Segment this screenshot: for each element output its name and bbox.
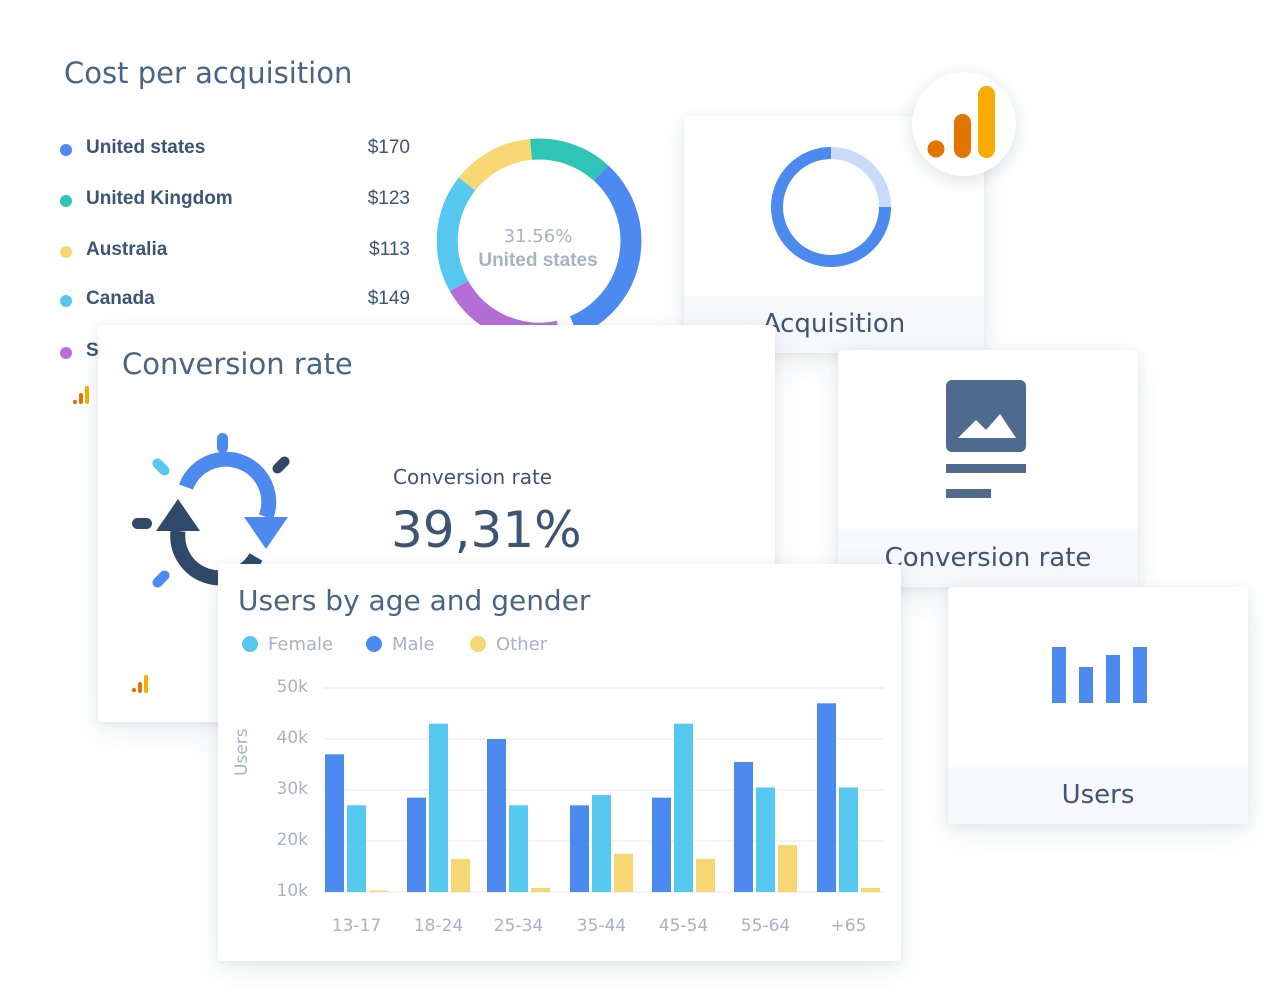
legend-dot [60, 144, 72, 156]
bar-female-18-24[interactable] [429, 723, 448, 892]
bar-female-35-44[interactable] [592, 795, 611, 892]
bar-female-45-54[interactable] [674, 723, 693, 892]
y-tick-label: 10k [276, 881, 308, 901]
bar-other-+65[interactable] [861, 887, 880, 892]
cpa-country: Canada [86, 288, 155, 309]
x-tick-label: 25-34 [493, 916, 544, 936]
analytics-logo-icon [927, 86, 995, 158]
bar-female-25-34[interactable] [509, 805, 528, 892]
bar-male-18-24[interactable] [407, 797, 426, 892]
legend-item-other[interactable]: Other [470, 634, 547, 655]
bar-male-35-44[interactable] [570, 805, 589, 892]
cpa-row[interactable]: S [60, 340, 410, 364]
bar-other-13-17[interactable] [369, 890, 388, 892]
analytics-logo-icon [131, 675, 148, 693]
x-tick-label: 55-64 [740, 916, 791, 936]
legend-dot [60, 246, 72, 258]
legend-label: Male [392, 634, 435, 655]
cpa-donut-chart[interactable] [434, 136, 644, 346]
conversion-metric-value: 39,31% [391, 501, 582, 559]
legend-dot [366, 636, 382, 652]
cpa-value: $170 [367, 137, 410, 158]
cpa-country: Australia [86, 239, 168, 260]
bar-chart-icon [1052, 647, 1147, 703]
x-tick-label: 45-54 [658, 916, 709, 936]
bar-female-13-17[interactable] [347, 805, 366, 892]
donut-center-percent: 31.56% [503, 226, 573, 247]
bar-male-13-17[interactable] [325, 754, 344, 892]
bar-other-35-44[interactable] [614, 853, 633, 892]
cpa-country: S [86, 340, 99, 361]
bar-other-25-34[interactable] [531, 887, 550, 892]
legend-dot [242, 636, 258, 652]
legend-label: Female [268, 634, 334, 655]
analytics-logo-icon [67, 381, 97, 411]
y-tick-label: 40k [276, 728, 308, 748]
y-tick-label: 20k [276, 830, 308, 850]
x-tick-label: 13-17 [331, 916, 382, 936]
bar-male-45-54[interactable] [652, 797, 671, 892]
donut-segment-australia [458, 138, 533, 191]
y-tick-label: 30k [276, 779, 308, 799]
bar-female-55-64[interactable] [756, 787, 775, 892]
analytics-badge [912, 72, 1016, 176]
bar-other-18-24[interactable] [451, 858, 470, 892]
x-tick-label: 35-44 [576, 916, 627, 936]
cpa-row[interactable]: United states $170 [60, 137, 410, 161]
bar-other-55-64[interactable] [778, 845, 797, 892]
legend-item-female[interactable]: Female [242, 634, 333, 655]
bar-female-+65[interactable] [839, 787, 858, 892]
cpa-row[interactable]: United Kingdom $123 [60, 188, 410, 212]
donut-segment-canada [436, 177, 476, 292]
legend-dot [470, 636, 486, 652]
donut-segment-us [569, 165, 642, 336]
users-widget-label: Users [948, 767, 1248, 824]
donut-center-label: United states [478, 250, 598, 271]
legend-dot [60, 347, 72, 359]
cpa-row[interactable]: Australia $113 [60, 239, 410, 263]
image-document-icon [946, 380, 1026, 498]
legend-item-male[interactable]: Male [366, 634, 435, 655]
x-tick-label: 18-24 [413, 916, 464, 936]
legend-label: Other [496, 634, 548, 655]
bar-male-25-34[interactable] [487, 739, 506, 892]
bar-male-55-64[interactable] [734, 761, 753, 892]
conversion-card-title: Conversion rate [122, 347, 353, 381]
users-widget-card[interactable]: Users [948, 587, 1248, 824]
bar-other-45-54[interactable] [696, 858, 715, 892]
bar-male-+65[interactable] [817, 703, 836, 892]
cpa-country: United Kingdom [86, 188, 233, 209]
donut-widget-icon [771, 147, 891, 267]
cpa-country: United states [86, 137, 206, 158]
x-tick-label: +65 [830, 916, 867, 936]
conversion-metric-label: Conversion rate [393, 465, 553, 489]
donut-segment-uk [530, 138, 609, 182]
users-bar-chart[interactable] [218, 564, 901, 961]
cpa-value: $113 [369, 239, 410, 260]
cpa-value: $149 [367, 288, 410, 309]
cpa-row[interactable]: Canada $149 [60, 288, 410, 312]
y-tick-label: 50k [276, 677, 308, 697]
cpa-value: $123 [367, 188, 410, 209]
conversion-widget-card[interactable]: Conversion rate [838, 350, 1138, 587]
legend-dot [60, 195, 72, 207]
users-by-age-gender-card[interactable]: Users by age and gender Female Male Othe… [218, 564, 901, 961]
legend-dot [60, 295, 72, 307]
users-chart-title: Users by age and gender [238, 584, 591, 617]
cpa-title: Cost per acquisition [64, 56, 353, 90]
